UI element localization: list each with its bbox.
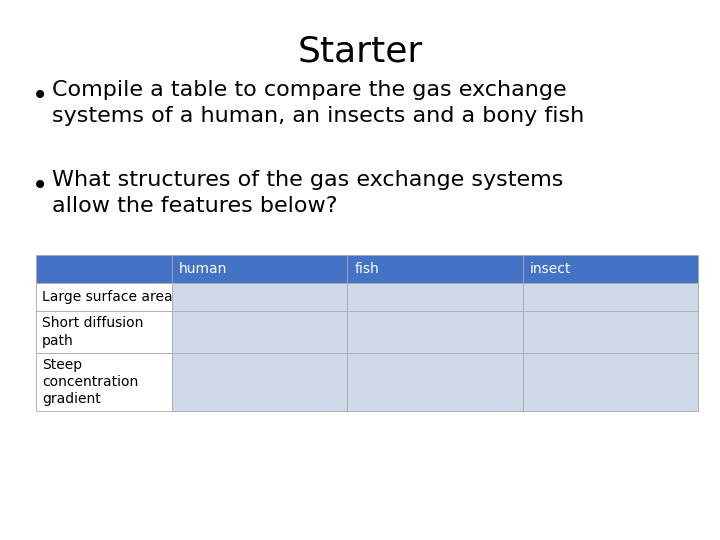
- Bar: [523, 283, 698, 311]
- Bar: [171, 353, 347, 411]
- Text: Compile a table to compare the gas exchange
systems of a human, an insects and a: Compile a table to compare the gas excha…: [52, 80, 584, 126]
- Bar: [347, 311, 523, 353]
- Text: What structures of the gas exchange systems
allow the features below?: What structures of the gas exchange syst…: [52, 170, 563, 215]
- Text: Steep
concentration
gradient: Steep concentration gradient: [42, 357, 138, 406]
- Bar: [347, 283, 523, 311]
- Text: Starter: Starter: [297, 35, 423, 69]
- Text: Large surface area: Large surface area: [42, 290, 173, 304]
- Bar: [523, 255, 698, 283]
- Text: Short diffusion
path: Short diffusion path: [42, 316, 143, 348]
- Bar: [171, 311, 347, 353]
- Bar: [347, 353, 523, 411]
- Bar: [36, 353, 171, 411]
- Text: •: •: [32, 82, 48, 110]
- Text: human: human: [179, 262, 227, 276]
- Bar: [523, 353, 698, 411]
- Text: insect: insect: [530, 262, 571, 276]
- Bar: [171, 255, 347, 283]
- Bar: [36, 255, 171, 283]
- Bar: [347, 255, 523, 283]
- Bar: [36, 311, 171, 353]
- Text: •: •: [32, 172, 48, 200]
- Bar: [523, 311, 698, 353]
- Text: fish: fish: [354, 262, 379, 276]
- Bar: [36, 283, 171, 311]
- Bar: [171, 283, 347, 311]
